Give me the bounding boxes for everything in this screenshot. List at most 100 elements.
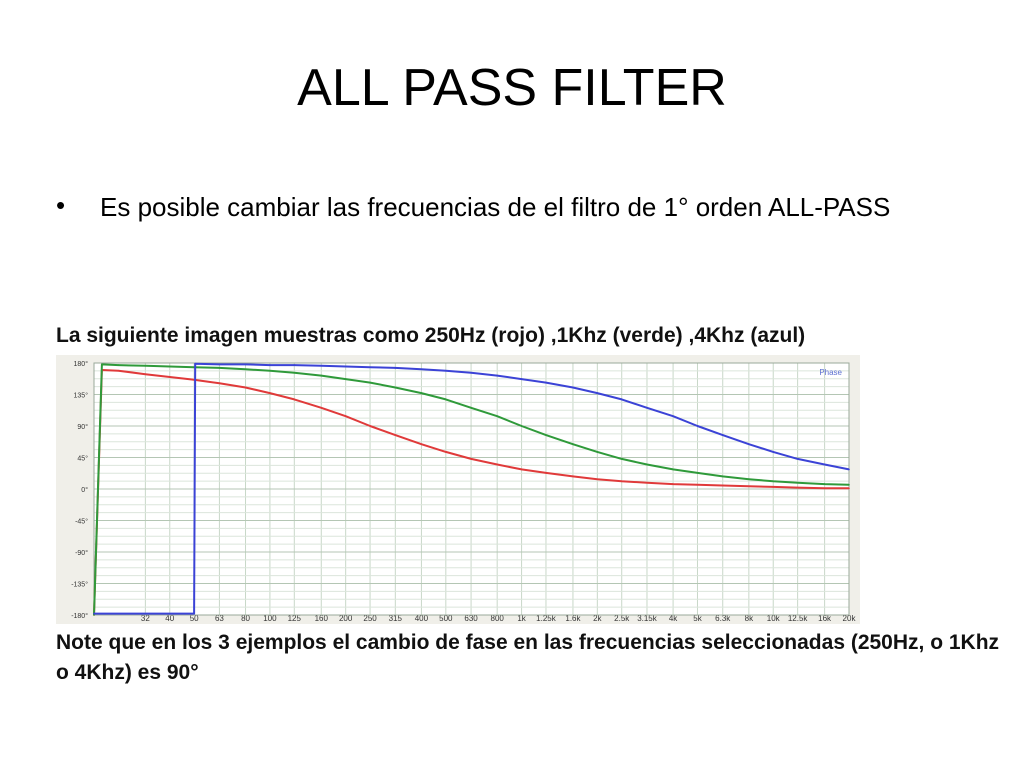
- data-point-red: [696, 484, 699, 486]
- x-tick-label: 800: [491, 614, 505, 623]
- x-tick-label: 1k: [517, 614, 526, 623]
- data-point-blue: [696, 425, 699, 427]
- x-tick-label: 3.15k: [637, 614, 658, 623]
- data-point-green: [293, 372, 296, 374]
- data-point-red: [117, 369, 120, 372]
- data-point-blue: [748, 443, 750, 445]
- grid: [94, 362, 850, 616]
- legend-label: Phase: [819, 368, 842, 377]
- series-line-red: [93, 369, 849, 616]
- data-point-red: [496, 463, 498, 466]
- data-point-green: [470, 407, 472, 409]
- data-point-blue: [218, 363, 221, 366]
- data-point-green: [545, 434, 547, 436]
- series-line-green: [93, 363, 850, 616]
- bullet-text: Es posible cambiar las frecuencias de el…: [100, 192, 891, 222]
- data-point-red: [344, 415, 347, 417]
- data-point-blue: [520, 378, 523, 380]
- y-tick-label: -135°: [71, 581, 88, 589]
- data-point-green: [748, 478, 750, 480]
- x-tick-label: 4k: [669, 614, 678, 623]
- data-point-red: [545, 472, 547, 474]
- data-point-green: [572, 443, 574, 445]
- data-point-blue: [796, 458, 799, 460]
- x-tick-label: 8k: [745, 614, 754, 623]
- data-point-green: [696, 472, 699, 474]
- data-point-red: [748, 485, 750, 487]
- data-point-red: [269, 392, 271, 394]
- data-point-blue: [193, 612, 195, 615]
- data-point-blue: [496, 374, 498, 377]
- data-point-red: [721, 484, 724, 487]
- data-point-blue: [194, 362, 197, 365]
- data-point-green: [269, 369, 271, 372]
- data-point-red: [596, 478, 599, 480]
- data-point-blue: [721, 434, 724, 436]
- x-tick-label: 1.6k: [565, 614, 581, 623]
- y-tick-label: 180°: [74, 360, 89, 368]
- data-point-blue: [596, 392, 599, 394]
- x-tick-label: 630: [464, 614, 478, 623]
- data-point-blue: [545, 381, 547, 384]
- data-point-blue: [93, 612, 95, 615]
- data-point-blue: [848, 468, 850, 471]
- data-point-red: [394, 434, 397, 436]
- data-point-green: [218, 367, 221, 369]
- data-point-red: [848, 487, 850, 490]
- data-point-green: [646, 463, 648, 466]
- x-tick-label: 6.3k: [715, 614, 731, 623]
- data-point-red: [572, 475, 574, 478]
- x-tick-label: 10k: [767, 614, 781, 623]
- x-tick-label: 5k: [693, 614, 702, 623]
- data-point-blue: [772, 451, 775, 453]
- x-tick-label: 315: [389, 614, 403, 623]
- x-tick-label: 2k: [593, 614, 602, 623]
- x-tick-label: 250: [363, 614, 377, 623]
- data-point-green: [772, 480, 775, 483]
- phase-chart-svg: 32 40 50 63 80 100 125 160 200 250 315 400 500 630 800…: [71, 360, 856, 623]
- x-tick-label: 32: [141, 614, 150, 623]
- x-tick-label: 40: [165, 614, 174, 623]
- x-tick-label: 125: [288, 614, 302, 623]
- y-tick-label: 90°: [77, 423, 88, 431]
- data-point-green: [620, 458, 623, 460]
- data-point-green: [168, 365, 171, 368]
- data-point-red: [320, 407, 323, 409]
- data-point-red: [646, 481, 648, 484]
- x-tick-label: 63: [215, 614, 224, 623]
- bullet-dot-icon: •: [56, 190, 66, 220]
- data-point-red: [293, 398, 296, 401]
- data-point-red: [520, 468, 523, 471]
- slide-title: ALL PASS FILTER: [297, 59, 727, 117]
- data-point-red: [168, 376, 171, 378]
- data-point-blue: [620, 398, 623, 401]
- x-tick-label: 16k: [818, 614, 832, 623]
- data-point-green: [520, 425, 523, 427]
- data-point-green: [101, 363, 103, 366]
- y-tick-label: -180°: [71, 612, 88, 620]
- data-point-green: [93, 614, 95, 616]
- x-tick-label: 200: [339, 614, 353, 623]
- x-tick-label: 1.25k: [536, 614, 557, 623]
- data-point-green: [672, 468, 674, 471]
- x-tick-label: 100: [263, 614, 277, 623]
- note-text: Note que en los 3 ejemplos el cambio de …: [56, 631, 1000, 684]
- data-point-green: [344, 378, 347, 380]
- data-point-green: [721, 475, 724, 478]
- x-tick-label: 2.5k: [614, 614, 630, 623]
- data-point-green: [320, 374, 323, 377]
- data-point-green: [823, 483, 826, 485]
- data-point-red: [823, 487, 826, 490]
- data-point-green: [420, 392, 423, 394]
- data-point-green: [117, 364, 120, 366]
- data-point-red: [218, 382, 221, 385]
- data-point-red: [369, 425, 371, 427]
- data-point-blue: [672, 415, 674, 417]
- data-point-blue: [572, 386, 574, 389]
- x-tick-label: 500: [439, 614, 453, 623]
- data-point-green: [394, 386, 397, 389]
- data-point-green: [445, 398, 447, 401]
- data-point-green: [244, 368, 247, 371]
- y-tick-label: -90°: [75, 549, 88, 557]
- x-tick-label: 50: [190, 614, 199, 623]
